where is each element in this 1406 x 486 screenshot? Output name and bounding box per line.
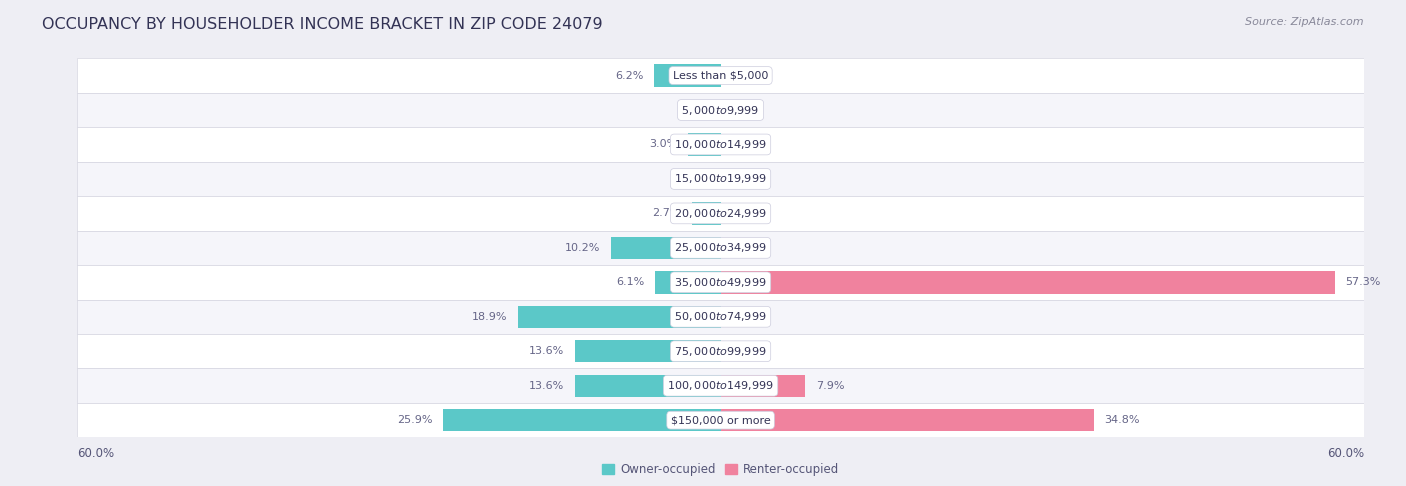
Text: 0.0%: 0.0% — [731, 312, 759, 322]
Bar — [77, 231, 1364, 265]
Bar — [77, 368, 1364, 403]
Bar — [77, 127, 1364, 162]
Bar — [77, 265, 1364, 299]
Bar — [517, 306, 721, 328]
Text: 0.0%: 0.0% — [731, 174, 759, 184]
Text: 13.6%: 13.6% — [529, 346, 564, 356]
Text: $10,000 to $14,999: $10,000 to $14,999 — [675, 138, 766, 151]
Text: 0.0%: 0.0% — [731, 243, 759, 253]
Text: 0.0%: 0.0% — [731, 139, 759, 150]
Text: $25,000 to $34,999: $25,000 to $34,999 — [675, 242, 766, 254]
Text: $5,000 to $9,999: $5,000 to $9,999 — [682, 104, 759, 117]
Text: $15,000 to $19,999: $15,000 to $19,999 — [675, 173, 766, 186]
Bar — [721, 409, 1094, 432]
Bar — [655, 271, 721, 294]
Text: 6.1%: 6.1% — [616, 278, 644, 287]
Text: 25.9%: 25.9% — [396, 415, 432, 425]
Text: 0.0%: 0.0% — [731, 105, 759, 115]
Bar — [575, 375, 721, 397]
Bar — [77, 334, 1364, 368]
Text: 57.3%: 57.3% — [1346, 278, 1381, 287]
Bar — [77, 196, 1364, 231]
Text: 34.8%: 34.8% — [1104, 415, 1140, 425]
Text: 0.0%: 0.0% — [731, 208, 759, 218]
Text: 0.0%: 0.0% — [682, 174, 710, 184]
Text: 0.0%: 0.0% — [731, 70, 759, 81]
Bar — [575, 340, 721, 363]
Bar — [721, 375, 806, 397]
Text: $35,000 to $49,999: $35,000 to $49,999 — [675, 276, 766, 289]
Text: 3.0%: 3.0% — [650, 139, 678, 150]
Text: 60.0%: 60.0% — [77, 447, 114, 460]
Text: 7.9%: 7.9% — [815, 381, 845, 391]
Text: $150,000 or more: $150,000 or more — [671, 415, 770, 425]
Text: 6.2%: 6.2% — [614, 70, 644, 81]
Bar — [77, 58, 1364, 93]
Text: 0.0%: 0.0% — [682, 105, 710, 115]
Text: 2.7%: 2.7% — [652, 208, 681, 218]
Text: 13.6%: 13.6% — [529, 381, 564, 391]
Text: 60.0%: 60.0% — [1327, 447, 1364, 460]
Bar — [721, 271, 1334, 294]
Legend: Owner-occupied, Renter-occupied: Owner-occupied, Renter-occupied — [598, 458, 844, 481]
Bar — [77, 93, 1364, 127]
Text: $20,000 to $24,999: $20,000 to $24,999 — [675, 207, 766, 220]
Text: $75,000 to $99,999: $75,000 to $99,999 — [675, 345, 766, 358]
Text: 10.2%: 10.2% — [565, 243, 600, 253]
Bar — [77, 403, 1364, 437]
Text: $50,000 to $74,999: $50,000 to $74,999 — [675, 310, 766, 323]
Bar — [77, 162, 1364, 196]
Text: 18.9%: 18.9% — [472, 312, 508, 322]
Bar — [77, 299, 1364, 334]
Bar — [689, 133, 721, 156]
Bar — [654, 64, 721, 87]
Text: OCCUPANCY BY HOUSEHOLDER INCOME BRACKET IN ZIP CODE 24079: OCCUPANCY BY HOUSEHOLDER INCOME BRACKET … — [42, 17, 603, 32]
Text: 0.0%: 0.0% — [731, 346, 759, 356]
Bar — [692, 202, 721, 225]
Text: Less than $5,000: Less than $5,000 — [673, 70, 768, 81]
Bar — [443, 409, 721, 432]
Bar — [612, 237, 721, 259]
Text: $100,000 to $149,999: $100,000 to $149,999 — [668, 379, 773, 392]
Text: Source: ZipAtlas.com: Source: ZipAtlas.com — [1246, 17, 1364, 27]
